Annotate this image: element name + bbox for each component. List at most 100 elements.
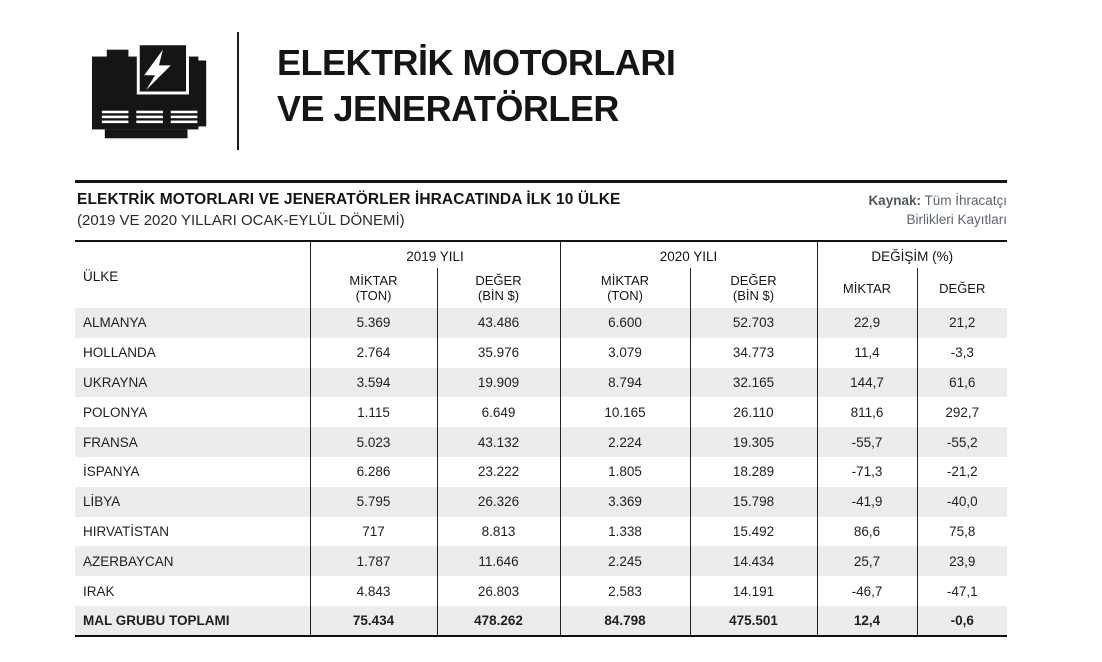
cell-country: FRANSA — [75, 427, 311, 457]
cell-change-amount: -46,7 — [817, 576, 918, 606]
cell-change-value: -3,3 — [950, 345, 974, 361]
section-top-rule — [75, 180, 1007, 183]
table-row: İSPANYA 6.286 23.222 1.805 18.289 -71,3 … — [75, 456, 1007, 487]
page-title-line1: ELEKTRİK MOTORLARI — [277, 42, 676, 83]
col-header-amount-2019: MİKTAR (TON) — [310, 268, 438, 308]
col-header-amount-2020: MİKTAR (TON) — [560, 268, 691, 308]
group-header-change: DEĞİŞİM (%) — [871, 249, 954, 264]
cell-amount-2020: 8.794 — [560, 367, 691, 398]
cell-amount-2020: 10.165 — [560, 397, 691, 428]
cell-change-value-total: -0,6 — [917, 605, 1008, 637]
cell-value-2020: 14.434 — [690, 546, 818, 577]
cell-value-2020: 15.492 — [690, 516, 818, 547]
cell-change-value: 61,6 — [917, 367, 1008, 398]
cell-value-2020: 32.165 — [690, 367, 818, 398]
cell-change-value: 75,8 — [949, 523, 976, 539]
cell-country: HOLLANDA — [75, 337, 311, 368]
col-header-value-2019: DEĞER (BİN $) — [437, 268, 561, 308]
col-header-country: ÜLKE — [75, 241, 311, 308]
cell-country: HIRVATİSTAN — [75, 516, 311, 547]
generator-lightning-icon — [75, 28, 237, 156]
cell-change-amount: -71,3 — [817, 456, 918, 487]
cell-change-value: -21,2 — [946, 464, 978, 480]
cell-change-amount: 22,9 — [817, 308, 918, 338]
cell-amount-2019: 4.843 — [310, 576, 438, 606]
cell-country: IRAK — [75, 576, 311, 606]
source-line1: Tüm İhracatçı — [920, 193, 1007, 208]
section-header: ELEKTRİK MOTORLARI VE JENERATÖRLER İHRAC… — [77, 191, 777, 229]
cell-value-2019: 43.486 — [437, 308, 561, 338]
table-row: AZERBAYCAN 1.787 11.646 2.245 14.434 25,… — [75, 546, 1008, 577]
table-total-row: MAL GRUBU TOPLAMI 75.434 478.262 84.798 … — [75, 605, 1008, 637]
cell-change-value: 21,2 — [917, 308, 1008, 338]
page-title-line2: VE JENERATÖRLER — [277, 88, 619, 129]
col-header-value-2019-l1: DEĞER — [475, 273, 522, 288]
cell-amount-2019: 5.795 — [310, 486, 438, 517]
group-header-2019: 2019 YILI — [310, 241, 561, 268]
cell-value-2020: 26.110 — [690, 397, 818, 428]
section-title: ELEKTRİK MOTORLARI VE JENERATÖRLER İHRAC… — [77, 191, 621, 208]
page-title: ELEKTRİK MOTORLARI VE JENERATÖRLER — [277, 40, 676, 132]
cell-change-value: 23,9 — [917, 546, 1008, 577]
cell-change-value: -55,2 — [917, 427, 1008, 457]
cell-country: UKRAYNA — [75, 367, 311, 398]
col-header-change-value: DEĞER — [939, 280, 986, 296]
cell-change-amount: 86,6 — [817, 516, 918, 547]
cell-value-2019: 8.813 — [437, 516, 561, 547]
cell-change-amount: 811,6 — [817, 397, 918, 428]
col-header-amount-2019-l2: (TON) — [355, 288, 392, 303]
cell-amount-2020: 2.224 — [560, 427, 691, 457]
cell-value-2019: 11.646 — [437, 546, 561, 577]
cell-value-2019: 26.326 — [437, 486, 561, 517]
export-table: ÜLKE 2019 YILI 2020 YILI DEĞİŞİM (%) MİK… — [75, 240, 1008, 637]
table-sub-header-row: MİKTAR (TON) DEĞER (BİN $) MİKTAR (TON) … — [75, 268, 1007, 308]
col-header-value-2020-l2: (BİN $) — [732, 288, 775, 303]
cell-amount-2019: 1.787 — [310, 546, 438, 577]
cell-change-amount: -55,7 — [817, 427, 918, 457]
table-group-header-row: ÜLKE 2019 YILI 2020 YILI DEĞİŞİM (%) — [75, 241, 1007, 308]
cell-country: AZERBAYCAN — [75, 546, 311, 577]
table-row: FRANSA 5.023 43.132 2.224 19.305 -55,7 -… — [75, 427, 1008, 457]
source-note: Kaynak: Tüm İhracatçı Birlikleri Kayıtla… — [868, 191, 1007, 229]
cell-value-2019: 35.976 — [437, 337, 561, 368]
table-row: POLONYA 1.115 6.649 10.165 26.110 811,6 … — [75, 397, 1007, 428]
table-row: HIRVATİSTAN 717 8.813 1.338 15.492 86,6 … — [75, 516, 1007, 547]
col-header-amount-2019-l1: MİKTAR — [349, 273, 398, 288]
cell-value-2019: 23.222 — [437, 456, 561, 487]
cell-value-2019: 6.649 — [437, 397, 561, 428]
cell-amount-2019: 2.764 — [310, 337, 438, 368]
col-header-value-2020: DEĞER (BİN $) — [690, 268, 818, 308]
cell-change-amount: 144,7 — [817, 367, 918, 398]
cell-value-2019: 43.132 — [437, 427, 561, 457]
cell-amount-2020: 2.245 — [560, 546, 691, 577]
table-row: HOLLANDA 2.764 35.976 3.079 34.773 11,4 … — [75, 337, 1007, 368]
cell-change-amount-total: 12,4 — [817, 605, 918, 637]
table-row: IRAK 4.843 26.803 2.583 14.191 -46,7 -47… — [75, 576, 1007, 606]
cell-amount-2019: 717 — [310, 516, 438, 547]
table-row: LİBYA 5.795 26.326 3.369 15.798 -41,9 -4… — [75, 486, 1008, 517]
cell-value-2020: 18.289 — [690, 456, 818, 487]
cell-amount-2019-total: 75.434 — [310, 605, 438, 637]
col-header-amount-2020-l2: (TON) — [607, 288, 643, 303]
cell-amount-2020: 3.079 — [560, 337, 691, 368]
col-header-change-amount: MİKTAR — [817, 268, 918, 308]
cell-amount-2020: 6.600 — [560, 308, 691, 338]
cell-value-2020: 52.703 — [690, 308, 818, 338]
cell-value-2019: 19.909 — [437, 367, 561, 398]
cell-change-value: -47,1 — [946, 583, 978, 599]
cell-change-amount: 11,4 — [817, 337, 918, 368]
col-header-value-2020-l1: DEĞER — [730, 273, 777, 288]
cell-amount-2020: 1.338 — [560, 516, 691, 547]
brand-divider — [237, 32, 239, 150]
cell-change-amount: -41,9 — [817, 486, 918, 517]
cell-country: LİBYA — [75, 486, 311, 517]
brand-header: ELEKTRİK MOTORLARI VE JENERATÖRLER — [75, 28, 676, 156]
cell-amount-2020-total: 84.798 — [560, 605, 691, 637]
cell-country: ALMANYA — [75, 308, 311, 338]
cell-country: İSPANYA — [75, 456, 311, 487]
col-header-amount-2020-l1: MİKTAR — [600, 273, 650, 288]
table-row: ALMANYA 5.369 43.486 6.600 52.703 22,9 2… — [75, 308, 1008, 338]
cell-amount-2019: 6.286 — [310, 456, 438, 487]
cell-value-2020: 34.773 — [690, 337, 818, 368]
cell-value-2020: 14.191 — [690, 576, 818, 606]
